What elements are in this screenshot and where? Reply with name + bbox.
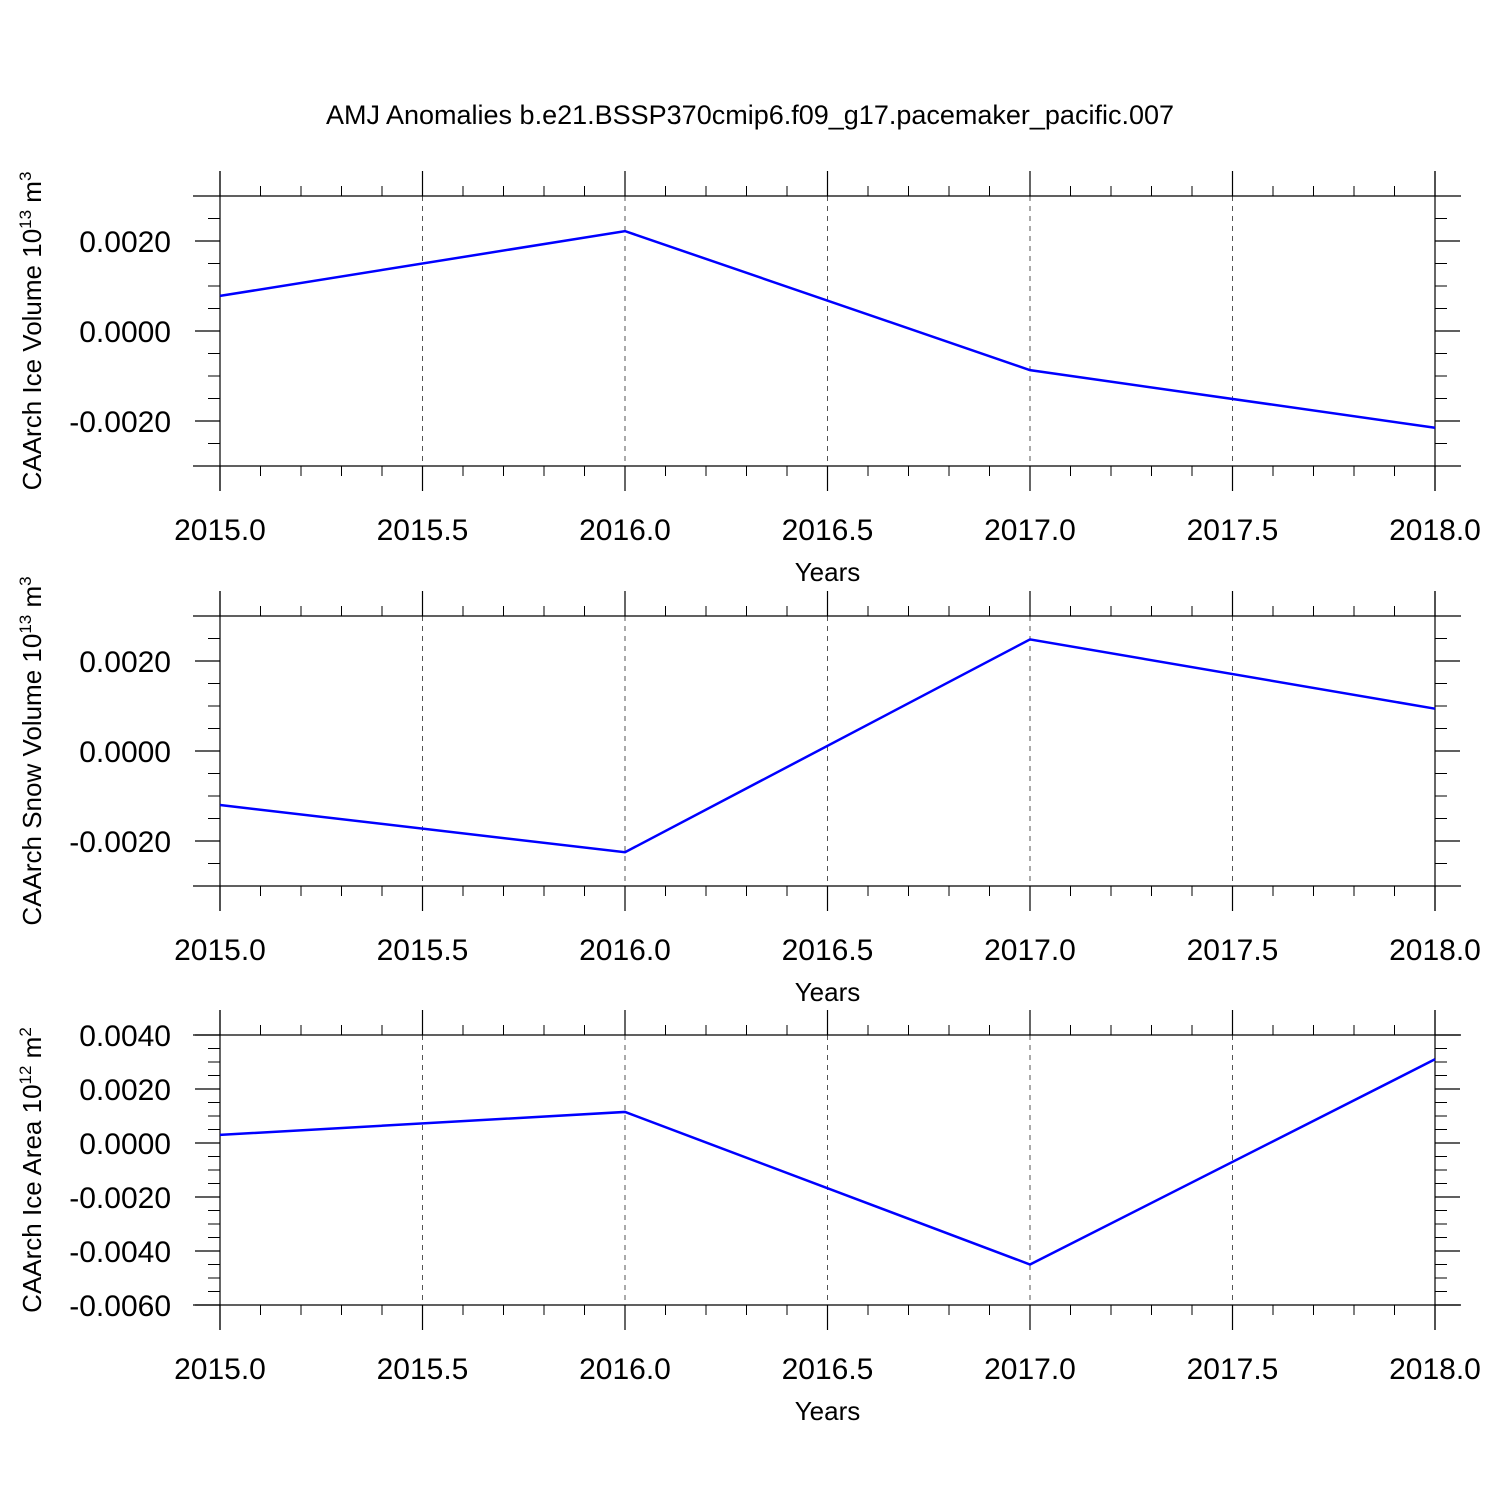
x-tick-label: 2017.0 xyxy=(984,514,1076,547)
x-tick-label: 2017.0 xyxy=(984,1353,1076,1386)
x-tick-label: 2015.0 xyxy=(174,1353,266,1386)
y-tick-label: 0.0000 xyxy=(79,316,171,349)
x-tick-label: 2017.5 xyxy=(1187,1353,1279,1386)
y-tick-label: 0.0020 xyxy=(79,1074,171,1107)
chart-panel-2: 0.0020 0.0000 -0.0020 2015.0 2015.5 2016.0 201… xyxy=(16,576,1481,1007)
x-axis-label: Years xyxy=(795,557,861,587)
y-tick-label: 0.0040 xyxy=(79,1020,171,1053)
x-axis-label: Years xyxy=(795,977,861,1007)
x-tick-label: 2016.5 xyxy=(782,934,874,967)
series-line xyxy=(219,229,1436,429)
x-tick-label: 2015.5 xyxy=(377,934,469,967)
y-tick-label: 0.0000 xyxy=(79,1128,171,1161)
x-tick-label: 2015.0 xyxy=(174,934,266,967)
y-tick-label: 0.0000 xyxy=(79,736,171,769)
x-tick-label: 2015.0 xyxy=(174,514,266,547)
x-tick-label: 2015.5 xyxy=(377,1353,469,1386)
series-line xyxy=(219,1058,1436,1266)
y-tick-label: 0.0020 xyxy=(79,646,171,679)
chart-title: AMJ Anomalies b.e21.BSSP370cmip6.f09_g17… xyxy=(326,100,1174,130)
x-tick-label: 2015.5 xyxy=(377,514,469,547)
panels: 0.0020 0.0000 -0.0020 2015.0 2015.5 2016.0 201… xyxy=(16,171,1481,1426)
x-tick-label: 2017.0 xyxy=(984,934,1076,967)
x-tick-label: 2018.0 xyxy=(1389,514,1481,547)
y-tick-label: -0.0020 xyxy=(69,1182,171,1215)
chart-panel-1: 0.0020 0.0000 -0.0020 2015.0 2015.5 2016.0 201… xyxy=(16,171,1481,587)
x-tick-label: 2016.5 xyxy=(782,514,874,547)
x-tick-label: 2016.5 xyxy=(782,1353,874,1386)
x-tick-label: 2017.5 xyxy=(1187,934,1279,967)
x-tick-label: 2018.0 xyxy=(1389,934,1481,967)
x-tick-label: 2018.0 xyxy=(1389,1353,1481,1386)
series-line xyxy=(219,638,1436,854)
y-tick-label: -0.0060 xyxy=(69,1290,171,1323)
x-axis-label: Years xyxy=(795,1396,861,1426)
y-tick-label: -0.0040 xyxy=(69,1236,171,1269)
x-tick-label: 2016.0 xyxy=(579,514,671,547)
chart-panel-3: 0.00400.00200.0000-0.0020-0.0040-0.00602… xyxy=(16,1010,1481,1426)
x-tick-label: 2017.5 xyxy=(1187,514,1279,547)
y-tick-label: -0.0020 xyxy=(69,406,171,439)
y-axis-label: CAArch Ice Area 1012 m2 xyxy=(16,1027,47,1313)
y-tick-label: -0.0020 xyxy=(69,826,171,859)
y-axis-label: CAArch Ice Volume 1013 m3 xyxy=(16,172,47,491)
x-tick-label: 2016.0 xyxy=(579,1353,671,1386)
y-axis-label: CAArch Snow Volume 1013 m3 xyxy=(16,576,47,925)
x-tick-label: 2016.0 xyxy=(579,934,671,967)
y-tick-label: 0.0020 xyxy=(79,226,171,259)
